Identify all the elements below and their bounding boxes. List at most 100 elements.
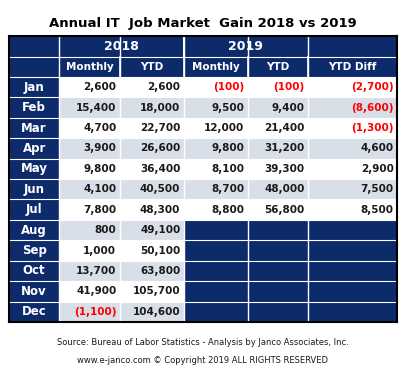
Text: 21,400: 21,400 bbox=[264, 123, 304, 133]
Text: Mar: Mar bbox=[21, 122, 47, 134]
Bar bbox=[9, 179, 59, 200]
Text: 15,400: 15,400 bbox=[76, 102, 116, 113]
Bar bbox=[119, 301, 183, 322]
Text: Feb: Feb bbox=[22, 101, 46, 114]
Bar bbox=[59, 261, 119, 281]
Bar bbox=[307, 36, 396, 57]
Text: Annual IT  Job Market  Gain 2018 vs 2019: Annual IT Job Market Gain 2018 vs 2019 bbox=[49, 17, 356, 30]
Text: 48,000: 48,000 bbox=[264, 184, 304, 194]
Bar bbox=[183, 281, 396, 301]
Bar bbox=[59, 57, 119, 77]
Text: (100): (100) bbox=[213, 82, 244, 92]
Text: 40,500: 40,500 bbox=[140, 184, 180, 194]
Bar bbox=[183, 261, 396, 281]
Text: 22,700: 22,700 bbox=[140, 123, 180, 133]
Bar bbox=[307, 158, 396, 179]
Bar bbox=[183, 118, 247, 138]
Bar bbox=[119, 57, 183, 77]
Bar bbox=[119, 281, 183, 301]
Bar bbox=[119, 200, 183, 220]
Text: 39,300: 39,300 bbox=[264, 164, 304, 174]
Bar bbox=[9, 57, 59, 77]
Text: (1,100): (1,100) bbox=[74, 307, 116, 317]
Text: Aug: Aug bbox=[21, 224, 47, 237]
Bar bbox=[59, 158, 119, 179]
Text: Jan: Jan bbox=[24, 81, 45, 94]
Text: YTD: YTD bbox=[140, 62, 163, 72]
Text: 9,500: 9,500 bbox=[211, 102, 244, 113]
Bar bbox=[247, 57, 307, 77]
Bar bbox=[119, 98, 183, 118]
Bar bbox=[9, 36, 59, 57]
Bar bbox=[183, 179, 247, 200]
Bar bbox=[59, 36, 183, 57]
Text: (2,700): (2,700) bbox=[350, 82, 393, 92]
Bar bbox=[247, 138, 307, 158]
Text: 31,200: 31,200 bbox=[264, 144, 304, 154]
Bar bbox=[9, 220, 59, 240]
Bar bbox=[9, 261, 59, 281]
Bar bbox=[183, 36, 307, 57]
Text: Nov: Nov bbox=[21, 285, 47, 298]
Bar bbox=[119, 261, 183, 281]
Text: Dec: Dec bbox=[22, 305, 47, 318]
Text: 2,900: 2,900 bbox=[360, 164, 393, 174]
Text: 3,900: 3,900 bbox=[83, 144, 116, 154]
Text: (1,300): (1,300) bbox=[350, 123, 393, 133]
Text: 1,000: 1,000 bbox=[83, 245, 116, 256]
Bar bbox=[9, 158, 59, 179]
Bar bbox=[183, 220, 396, 240]
Text: 105,700: 105,700 bbox=[132, 287, 180, 296]
Bar bbox=[183, 57, 247, 77]
Bar bbox=[9, 98, 59, 118]
Text: Monthly: Monthly bbox=[66, 62, 113, 72]
Text: 50,100: 50,100 bbox=[140, 245, 180, 256]
Bar bbox=[119, 240, 183, 261]
Bar bbox=[119, 77, 183, 98]
Bar bbox=[307, 200, 396, 220]
Text: 4,100: 4,100 bbox=[83, 184, 116, 194]
Text: 18,000: 18,000 bbox=[140, 102, 180, 113]
Bar bbox=[183, 200, 247, 220]
Text: 63,800: 63,800 bbox=[140, 266, 180, 276]
Text: 41,900: 41,900 bbox=[76, 287, 116, 296]
Bar bbox=[59, 220, 119, 240]
Bar bbox=[183, 138, 247, 158]
Bar bbox=[247, 98, 307, 118]
Text: 2,600: 2,600 bbox=[147, 82, 180, 92]
Text: 9,800: 9,800 bbox=[83, 164, 116, 174]
Bar bbox=[9, 200, 59, 220]
Bar bbox=[119, 179, 183, 200]
Text: Jul: Jul bbox=[26, 203, 43, 216]
Bar bbox=[307, 57, 396, 77]
Bar bbox=[59, 77, 119, 98]
Bar bbox=[59, 98, 119, 118]
Text: 12,000: 12,000 bbox=[204, 123, 244, 133]
Bar bbox=[247, 118, 307, 138]
Bar bbox=[307, 138, 396, 158]
Text: YTD: YTD bbox=[265, 62, 289, 72]
Bar bbox=[247, 200, 307, 220]
Bar bbox=[183, 301, 396, 322]
Bar bbox=[9, 77, 59, 98]
Text: 8,700: 8,700 bbox=[211, 184, 244, 194]
Bar bbox=[9, 240, 59, 261]
Text: 49,100: 49,100 bbox=[140, 225, 180, 235]
Text: 2019: 2019 bbox=[228, 40, 262, 53]
Text: May: May bbox=[21, 162, 47, 175]
Bar bbox=[59, 179, 119, 200]
Text: 8,500: 8,500 bbox=[360, 205, 393, 215]
Text: 7,800: 7,800 bbox=[83, 205, 116, 215]
Bar bbox=[9, 281, 59, 301]
Text: YTD Diff: YTD Diff bbox=[327, 62, 376, 72]
Text: Oct: Oct bbox=[23, 264, 45, 277]
Text: 56,800: 56,800 bbox=[264, 205, 304, 215]
Text: 13,700: 13,700 bbox=[76, 266, 116, 276]
Bar bbox=[59, 301, 119, 322]
Text: 4,600: 4,600 bbox=[360, 144, 393, 154]
Bar bbox=[247, 77, 307, 98]
Text: Source: Bureau of Labor Statistics - Analysis by Janco Associates, Inc.: Source: Bureau of Labor Statistics - Ana… bbox=[57, 338, 348, 347]
Text: 104,600: 104,600 bbox=[132, 307, 180, 317]
Text: Monthly: Monthly bbox=[191, 62, 239, 72]
Bar bbox=[59, 281, 119, 301]
